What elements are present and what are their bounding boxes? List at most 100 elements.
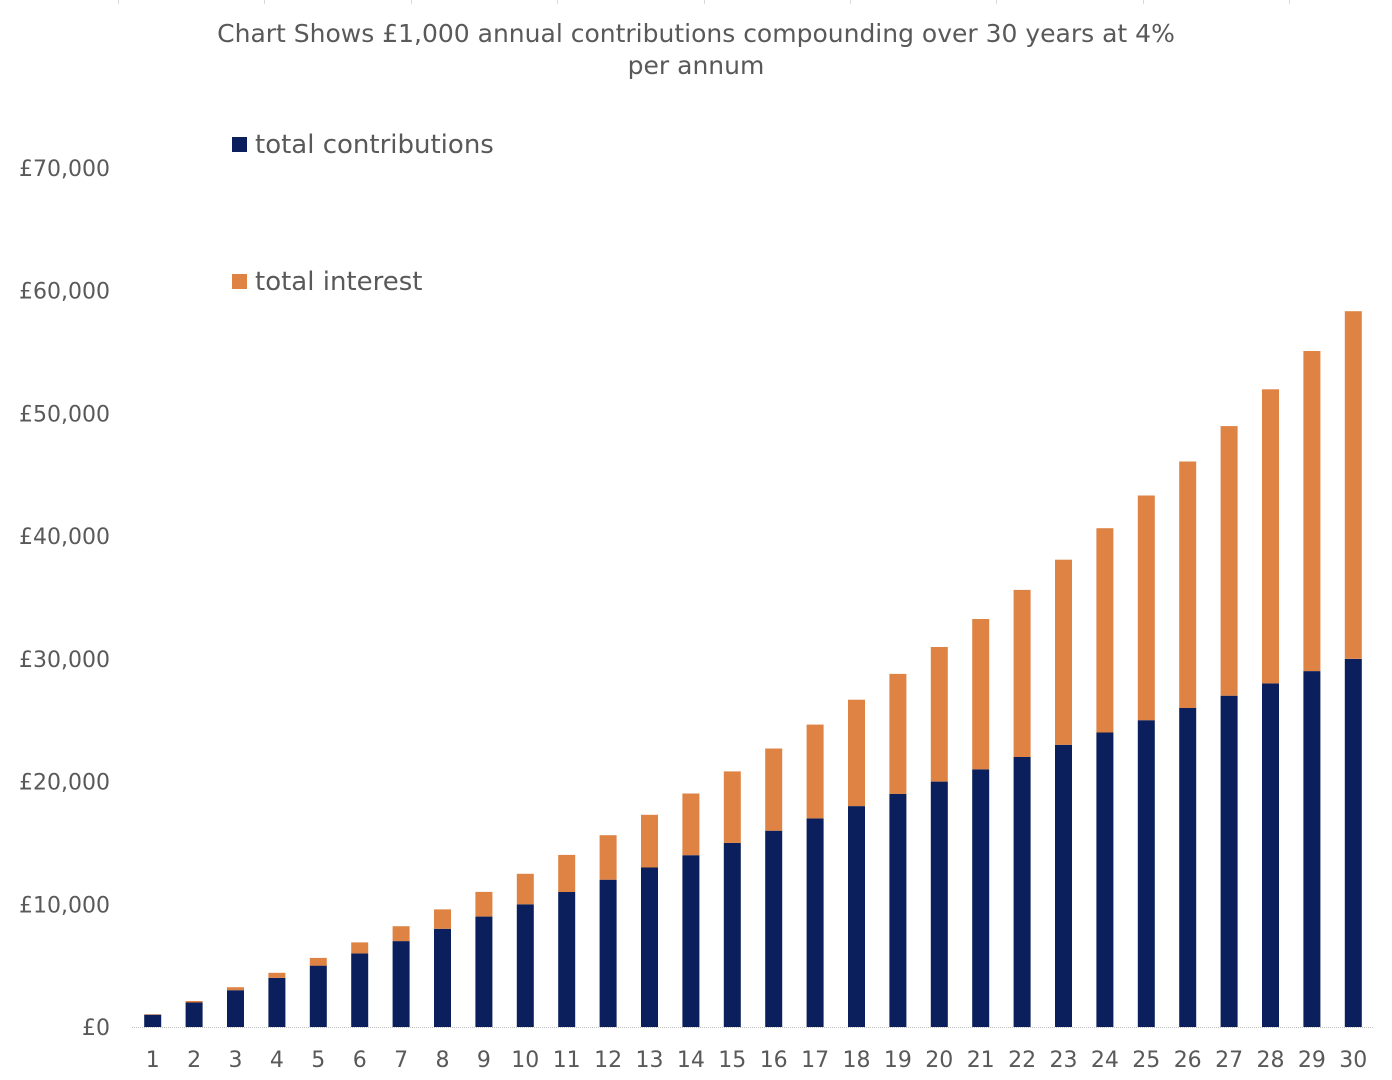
bar-interest — [848, 699, 865, 807]
bar-contributions — [848, 806, 865, 1027]
y-tick-label: £20,000 — [19, 771, 110, 796]
top-border-ticks — [0, 0, 1392, 6]
bar-contributions — [351, 953, 369, 1027]
bar-interest — [392, 926, 410, 942]
bar-contributions — [268, 977, 286, 1027]
bar-interest — [1013, 589, 1031, 757]
legend-swatch-contributions — [232, 137, 247, 152]
x-tick-label: 4 — [270, 1048, 284, 1073]
y-tick-label: £10,000 — [19, 893, 110, 918]
x-tick-label: 16 — [760, 1048, 788, 1073]
bar-contributions — [1179, 707, 1197, 1027]
x-tick-label: 15 — [718, 1048, 746, 1073]
bar-interest — [599, 835, 617, 880]
y-tick-label: £0 — [82, 1016, 110, 1041]
y-tick-label: £30,000 — [19, 648, 110, 673]
bar-contributions — [1137, 720, 1155, 1027]
bar-interest — [889, 673, 907, 794]
bar-contributions — [599, 879, 617, 1027]
y-tick-label: £60,000 — [19, 280, 110, 305]
y-tick-label: £70,000 — [19, 157, 110, 182]
bar-contributions — [682, 855, 700, 1027]
x-tick-label: 13 — [636, 1048, 664, 1073]
bar-interest — [765, 748, 783, 831]
bar-contributions — [185, 1002, 203, 1027]
chart-title-line-2: per annum — [627, 51, 765, 80]
bar-contributions — [1262, 683, 1279, 1027]
x-tick-label: 27 — [1215, 1048, 1243, 1073]
bar-interest — [1262, 389, 1279, 684]
chart-title-line-1: Chart Shows £1,000 annual contributions … — [217, 19, 1175, 48]
legend-label-contributions: total contributions — [255, 130, 494, 160]
bar-interest — [1055, 559, 1072, 745]
top-tick — [264, 0, 266, 4]
x-tick-label: 23 — [1050, 1048, 1078, 1073]
bar-interest — [351, 942, 369, 954]
bar-contributions — [1055, 744, 1072, 1027]
bar-contributions — [227, 990, 244, 1027]
x-tick-label: 2 — [187, 1048, 201, 1073]
bar-contributions — [144, 1014, 162, 1027]
bar-contributions — [309, 965, 327, 1027]
bar-interest — [558, 854, 576, 892]
bar-contributions — [392, 941, 410, 1027]
bar-interest — [806, 724, 824, 819]
bar-interest — [475, 891, 493, 917]
bar-interest — [1344, 311, 1362, 659]
y-axis: £0 £10,000 £20,000 £30,000 £40,000 £50,000 £60… — [19, 157, 110, 1041]
x-tick-label: 17 — [801, 1048, 829, 1073]
bar-contributions — [1096, 732, 1114, 1027]
top-tick — [996, 0, 998, 4]
bars — [144, 311, 1362, 1027]
bar-interest — [972, 619, 990, 770]
bar-contributions — [475, 916, 493, 1027]
x-tick-label: 29 — [1298, 1048, 1326, 1073]
bar-contributions — [1303, 671, 1321, 1027]
bar-interest — [144, 1014, 162, 1015]
x-tick-label: 12 — [594, 1048, 622, 1073]
x-tick-label: 1 — [146, 1048, 160, 1073]
x-tick-label: 20 — [925, 1048, 953, 1073]
legend-label-interest: total interest — [255, 267, 423, 297]
bar-interest — [185, 1001, 203, 1003]
top-tick — [850, 0, 851, 4]
top-tick — [118, 0, 119, 4]
x-tick-label: 24 — [1091, 1048, 1119, 1073]
x-tick-label: 11 — [553, 1048, 581, 1073]
bar-contributions — [930, 781, 948, 1027]
x-axis: 1 2 3 4 5 6 7 8 9 10 11 12 13 14 15 16 17 18 19 20 21 22 23 24 2… — [146, 1048, 1368, 1073]
top-tick — [703, 0, 705, 4]
y-tick-label: £40,000 — [19, 525, 110, 550]
x-tick-label: 14 — [677, 1048, 705, 1073]
legend-item-contributions[interactable]: total contributions — [232, 130, 494, 160]
top-tick — [1142, 0, 1144, 4]
bar-interest — [516, 873, 534, 905]
bar-contributions — [765, 830, 783, 1027]
bar-contributions — [434, 928, 451, 1027]
bar-interest — [682, 793, 700, 856]
x-tick-label: 26 — [1174, 1048, 1202, 1073]
x-tick-label: 10 — [511, 1048, 539, 1073]
bar-contributions — [558, 892, 576, 1027]
bar-interest — [227, 987, 244, 991]
bar-contributions — [723, 842, 741, 1027]
legend-item-interest[interactable]: total interest — [232, 267, 422, 297]
x-tick-label: 9 — [477, 1048, 491, 1073]
x-tick-label: 6 — [353, 1048, 367, 1073]
bar-contributions — [641, 867, 658, 1027]
bar-contributions — [806, 818, 824, 1027]
bar-interest — [309, 957, 327, 966]
x-tick-label: 28 — [1257, 1048, 1285, 1073]
x-tick-label: 3 — [229, 1048, 243, 1073]
bar-interest — [1137, 495, 1155, 721]
legend-swatch-interest — [232, 274, 247, 289]
top-tick — [1289, 0, 1291, 4]
y-tick-label: £50,000 — [19, 402, 110, 427]
bar-interest — [723, 771, 741, 843]
bar-contributions — [1344, 658, 1362, 1027]
bar-interest — [268, 972, 286, 978]
bar-interest — [1096, 528, 1114, 733]
x-tick-label: 8 — [436, 1048, 450, 1073]
bar-contributions — [1220, 695, 1238, 1027]
